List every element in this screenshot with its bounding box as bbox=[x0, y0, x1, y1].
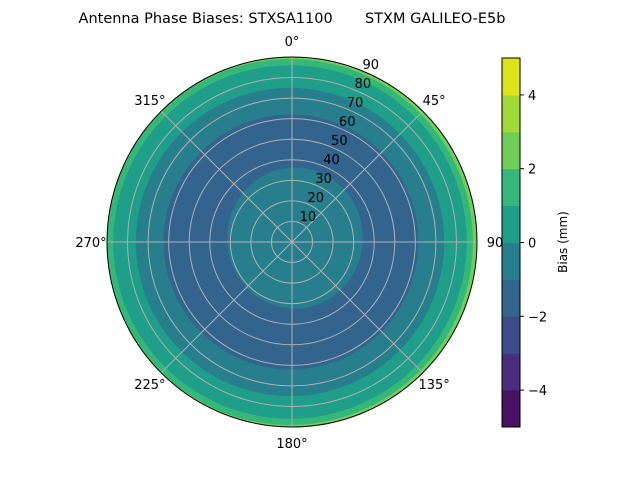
angular-tick-label: 0° bbox=[285, 35, 300, 50]
angular-tick-label: 225° bbox=[134, 378, 165, 393]
colorbar-segment bbox=[502, 279, 520, 317]
radial-tick-label: 10 bbox=[300, 210, 317, 225]
colorbar-tick-label: 0 bbox=[528, 237, 536, 252]
angular-tick-label: 270° bbox=[75, 236, 106, 251]
chart-title: Antenna Phase Biases: STXSA1100 STXM GAL… bbox=[79, 11, 506, 27]
angular-gridline bbox=[291, 110, 424, 243]
angular-tick-label: 90 bbox=[487, 236, 504, 251]
radial-tick-labels: 10 20 30 40 50 60 70 80 90 bbox=[300, 58, 379, 225]
colorbar-segment bbox=[502, 353, 520, 391]
angular-gridline bbox=[160, 110, 293, 243]
radial-tick-label: 80 bbox=[355, 77, 372, 92]
angular-tick-label: 180° bbox=[276, 437, 307, 452]
colorbar-label: Bias (mm) bbox=[556, 211, 570, 273]
colorbar-segment bbox=[502, 242, 520, 280]
radial-tick-label: 40 bbox=[323, 153, 340, 168]
colorbar-segment bbox=[502, 168, 520, 207]
polar-frame bbox=[106, 56, 478, 428]
colorbar-segment bbox=[502, 94, 520, 133]
radial-tick-label: 30 bbox=[315, 172, 332, 187]
radial-tick-label: 50 bbox=[331, 134, 348, 149]
angular-gridline bbox=[160, 241, 293, 374]
angular-tick-label: 315° bbox=[134, 94, 165, 109]
colorbar-segment bbox=[502, 316, 520, 354]
colorbar-segment bbox=[502, 390, 520, 428]
colorbar-tick-label: 2 bbox=[528, 163, 536, 178]
polar-grid bbox=[107, 57, 477, 427]
radial-tick-label: 90 bbox=[363, 58, 380, 73]
angular-gridline bbox=[291, 241, 424, 374]
colorbar: −4 −2 0 2 4 bbox=[501, 57, 547, 428]
angular-tick-labels: 0° 45° 90 135° 180° 225° 270° 315° bbox=[75, 35, 503, 452]
colorbar-tick-label: −2 bbox=[528, 310, 547, 325]
angular-tick-label: 135° bbox=[418, 378, 449, 393]
radial-tick-label: 20 bbox=[307, 191, 324, 206]
radial-tick-label: 60 bbox=[339, 115, 356, 130]
radial-tick-label: 70 bbox=[347, 96, 364, 111]
contour-band bbox=[227, 167, 363, 309]
colorbar-segment bbox=[502, 205, 520, 243]
colorbar-tick-label: −4 bbox=[528, 384, 547, 399]
angular-tick-label: 45° bbox=[423, 94, 446, 109]
colorbar-segment bbox=[502, 131, 520, 170]
colorbar-tick-label: 4 bbox=[528, 89, 536, 104]
colorbar-segment bbox=[502, 58, 520, 96]
